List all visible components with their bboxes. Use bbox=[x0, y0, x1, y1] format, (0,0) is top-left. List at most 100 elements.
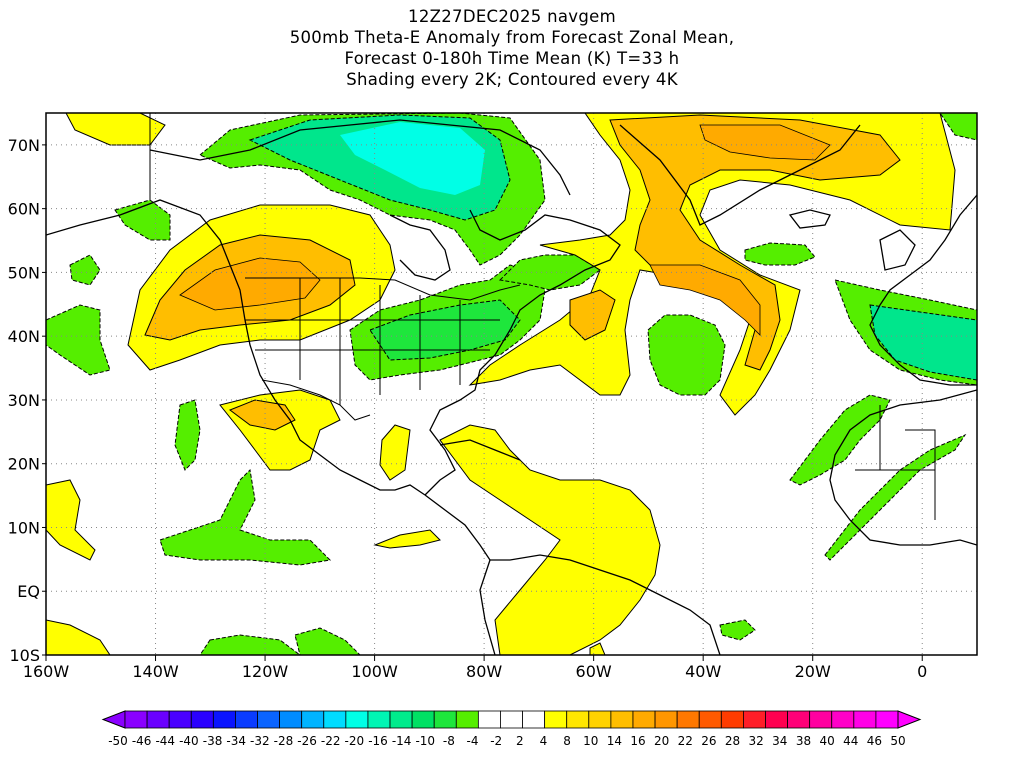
coast-north-america-west bbox=[46, 199, 426, 496]
longitude-tick-label: 100W bbox=[351, 662, 398, 681]
coast-south-america bbox=[490, 554, 721, 655]
colorbar-label: 4 bbox=[540, 734, 548, 748]
longitude-tick-label: 80W bbox=[466, 662, 502, 681]
colorbar-swatch bbox=[698, 710, 722, 729]
border-us-canada bbox=[245, 277, 521, 301]
colorbar-swatch bbox=[875, 710, 899, 729]
title-line-1: 12Z27DEC2025 navgem bbox=[408, 7, 616, 26]
colorbar-swatch bbox=[411, 710, 435, 729]
colorbar-label: 28 bbox=[725, 734, 740, 748]
colorbar-swatch bbox=[654, 710, 678, 729]
coast-greenland bbox=[619, 124, 861, 226]
colorbar-swatch bbox=[367, 710, 391, 729]
coast-africa bbox=[829, 389, 977, 546]
green-region-ne-atlantic bbox=[498, 254, 601, 291]
colorbar-label: -2 bbox=[490, 734, 502, 748]
colorbar-swatch bbox=[146, 710, 170, 729]
colorbar-swatch bbox=[323, 710, 347, 729]
colorbar-swatch bbox=[433, 710, 457, 729]
colorbar-swatch bbox=[632, 710, 656, 729]
longitude-tick-label: 0 bbox=[917, 662, 927, 681]
colorbar-label: 44 bbox=[843, 734, 858, 748]
colorbar-label: -44 bbox=[155, 734, 175, 748]
shading-layer bbox=[46, 113, 977, 655]
orange-core-greenland bbox=[609, 114, 901, 371]
colorbar-swatch bbox=[477, 710, 501, 729]
coast-north-america-east bbox=[424, 209, 621, 496]
colorbar-label: 16 bbox=[630, 734, 645, 748]
colorbar-swatch bbox=[301, 710, 325, 729]
colorbar-swatch bbox=[676, 710, 700, 729]
green-region-pacific-4 bbox=[174, 399, 201, 471]
green-region-pacific-6 bbox=[199, 634, 301, 655]
colorbar-label: -26 bbox=[297, 734, 317, 748]
yellow-region-pacific-sw bbox=[46, 479, 96, 561]
colorbar-label: -34 bbox=[226, 734, 246, 748]
colorbar-swatch bbox=[544, 710, 568, 729]
green-region-africa-2 bbox=[824, 433, 967, 561]
yellow-region-mexico bbox=[219, 389, 341, 471]
colorbar-swatch bbox=[345, 710, 369, 729]
colorbar-swatch bbox=[389, 710, 413, 729]
teal-core-europe bbox=[869, 304, 977, 381]
cyan-core-canada bbox=[340, 122, 485, 195]
colorbar-swatch bbox=[279, 710, 303, 729]
colorbar-swatch bbox=[853, 710, 877, 729]
colorbar-label: 38 bbox=[796, 734, 811, 748]
colorbar-label: -46 bbox=[132, 734, 152, 748]
yellow-region-sa-dot bbox=[589, 642, 606, 655]
coast-hudson bbox=[389, 214, 451, 281]
yellow-region-pacific-s bbox=[46, 619, 111, 655]
colorbar-swatch bbox=[168, 710, 192, 729]
green-region-atl-3 bbox=[939, 113, 977, 141]
coastlines bbox=[46, 119, 977, 655]
latitude-tick-label: EQ bbox=[17, 582, 40, 601]
colorbar-label: 34 bbox=[772, 734, 787, 748]
colorbar-swatch bbox=[787, 710, 811, 729]
colorbar-label: -8 bbox=[443, 734, 455, 748]
colorbar-label: -16 bbox=[368, 734, 388, 748]
title-block: 12Z27DEC2025 navgem 500mb Theta-E Anomal… bbox=[0, 6, 1024, 90]
colorbar-label: 26 bbox=[701, 734, 716, 748]
orange-core-atlantic bbox=[569, 289, 616, 341]
colorbar-swatch bbox=[522, 710, 546, 729]
colorbar-label: -4 bbox=[467, 734, 479, 748]
colorbar-label: -20 bbox=[345, 734, 365, 748]
colorbar-label: 40 bbox=[819, 734, 834, 748]
axis-ticks bbox=[42, 144, 923, 661]
longitude-tick-label: 40W bbox=[685, 662, 721, 681]
colorbar-swatch bbox=[500, 710, 523, 729]
colorbar bbox=[101, 710, 922, 729]
latitude-tick-label: 60N bbox=[8, 200, 40, 219]
orange-core-mexico bbox=[228, 399, 296, 431]
colorbar-label: 46 bbox=[867, 734, 882, 748]
longitude-labels: 160W 140W 120W 100W 80W 60W 40W 20W 0 bbox=[23, 662, 928, 681]
colorbar-label: -22 bbox=[321, 734, 341, 748]
colorbar-swatch bbox=[212, 710, 236, 729]
longitude-tick-label: 160W bbox=[23, 662, 70, 681]
title-line-4: Shading every 2K; Contoured every 4K bbox=[346, 70, 678, 89]
yellow-region-sa-small bbox=[373, 529, 441, 549]
border-us-mexico bbox=[261, 379, 371, 421]
green-region-sa bbox=[719, 619, 756, 641]
teal-core-us bbox=[369, 299, 521, 361]
longitude-tick-label: 140W bbox=[132, 662, 179, 681]
colorbar-swatch bbox=[455, 710, 479, 729]
colorbar-under-arrow bbox=[101, 710, 126, 729]
strongest-positive-cores bbox=[179, 124, 831, 336]
latitude-tick-label: 30N bbox=[8, 391, 40, 410]
longitude-tick-label: 60W bbox=[576, 662, 612, 681]
title-line-3: Forecast 0-180h Time Mean (K) T=33 h bbox=[344, 49, 680, 68]
colorbar-swatch bbox=[235, 710, 258, 729]
longitude-tick-label: 20W bbox=[795, 662, 831, 681]
colorbar-label: -10 bbox=[415, 734, 435, 748]
colorbar-swatch bbox=[831, 710, 855, 729]
coast-cuba bbox=[439, 439, 521, 461]
dark-orange-core-2 bbox=[699, 124, 831, 161]
colorbar-swatch bbox=[566, 710, 590, 729]
coast-iceland bbox=[788, 209, 831, 229]
title-line-2: 500mb Theta-E Anomaly from Forecast Zona… bbox=[289, 28, 735, 47]
coast-central-america bbox=[424, 494, 491, 561]
coast-arctic bbox=[149, 119, 571, 196]
